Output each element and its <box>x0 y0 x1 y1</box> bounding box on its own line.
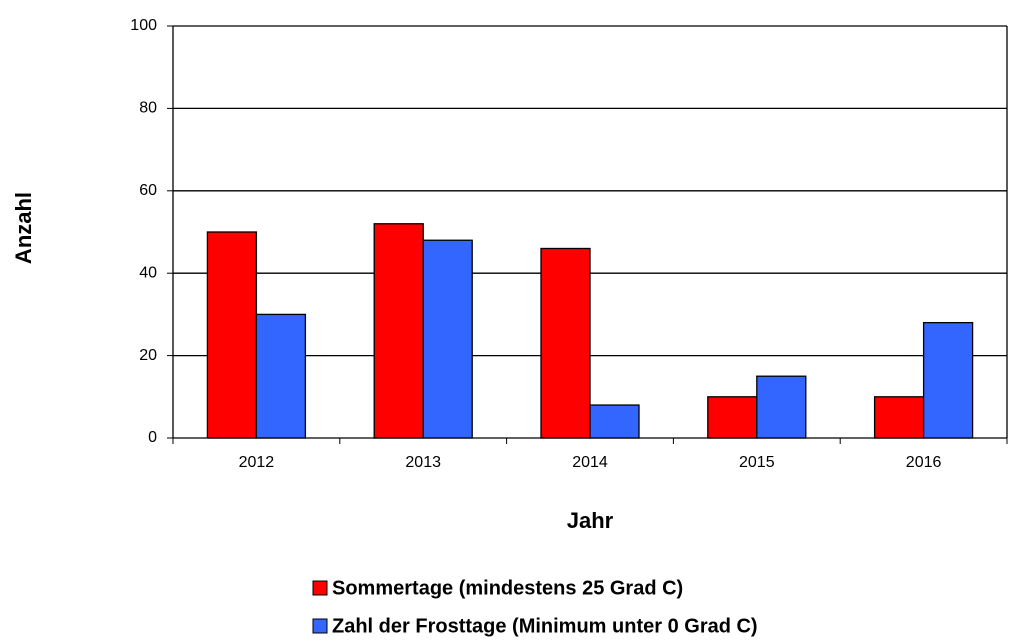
y-axis-title: Anzahl <box>11 192 36 264</box>
y-tick-label: 80 <box>139 100 157 117</box>
x-tick-label: 2016 <box>906 454 942 471</box>
x-tick-label: 2014 <box>572 454 608 471</box>
legend-swatch <box>312 580 328 596</box>
bar <box>206 231 258 439</box>
bar <box>873 396 925 439</box>
x-tick-label: 2012 <box>239 454 275 471</box>
x-tick-label: 2013 <box>405 454 441 471</box>
bar <box>922 321 974 439</box>
x-axis-title: Jahr <box>567 508 614 533</box>
legend-swatch <box>312 618 328 634</box>
bar <box>422 239 473 439</box>
bar <box>255 313 307 439</box>
x-tick-label: 2015 <box>739 454 775 471</box>
bar <box>373 223 424 439</box>
legend-label: Sommertage (mindestens 25 Grad C) <box>332 577 683 599</box>
bar <box>589 404 640 439</box>
y-tick-label: 20 <box>139 347 157 364</box>
y-tick-label: 0 <box>148 429 157 446</box>
bar <box>707 396 758 439</box>
y-tick-label: 100 <box>130 17 157 34</box>
legend-label: Zahl der Frosttage (Minimum unter 0 Grad… <box>332 615 758 637</box>
y-tick-label: 60 <box>139 182 157 199</box>
y-tick-label: 40 <box>139 264 157 281</box>
bar <box>540 247 591 439</box>
bar <box>756 375 807 439</box>
